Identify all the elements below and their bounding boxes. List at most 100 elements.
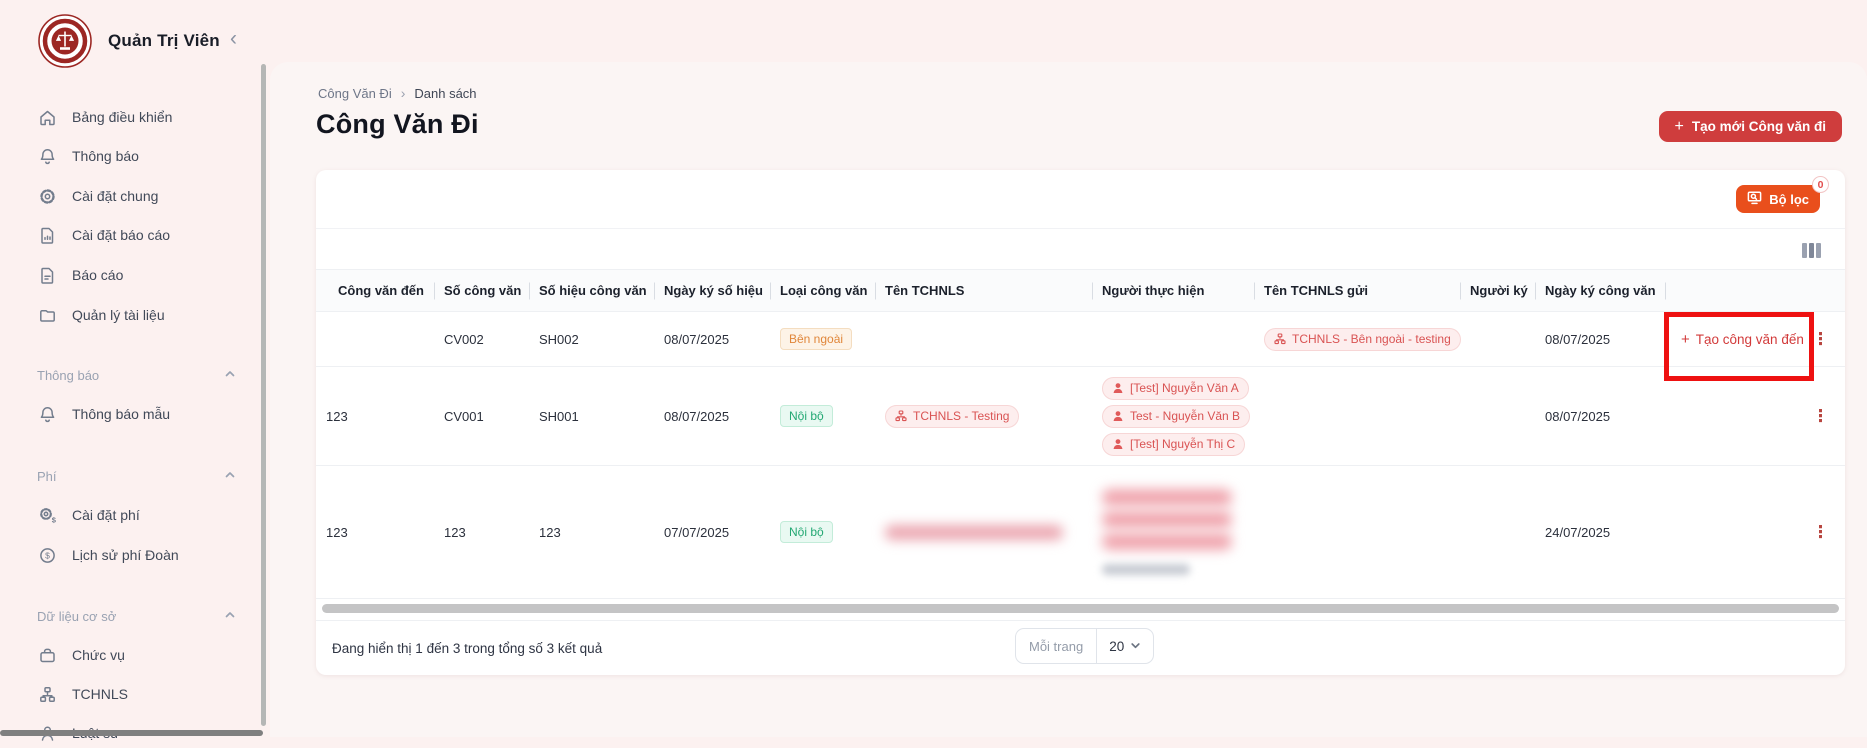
tchnls-chip[interactable]: TCHNLS - Testing [885,404,1020,428]
sidebar-item-label: Cài đặt báo cáo [72,227,171,243]
filter-button[interactable]: Bộ lọc [1736,185,1820,213]
create-incoming-label: Tạo công văn đến [1695,331,1804,347]
cell-so-cong-van: CV002 [444,331,484,347]
bell-icon [38,405,57,424]
breadcrumb-current: Danh sách [414,85,477,101]
person-chip[interactable]: [Test] Nguyễn Thị C [1102,432,1246,456]
report-icon [38,266,57,285]
sidebar-item-dashboard[interactable]: Bảng điều khiển [0,102,262,132]
cell-ngay-ky-so-hieu: 08/07/2025 [664,408,730,424]
create-outgoing-document-button[interactable]: + Tạo mới Công văn đi [1658,111,1842,142]
table-row[interactable]: 123 CV001 SH001 08/07/2025 Nội bộ TCHNLS… [316,367,1845,466]
sidebar-item-label: Bảng điều khiển [72,109,173,125]
row-menu-kebab-icon[interactable]: ⋮ [1812,522,1829,542]
sidebar-item-label: Cài đặt chung [72,188,159,204]
gear-icon [38,187,57,206]
breadcrumb-parent[interactable]: Công Văn Đi [318,85,392,101]
report-settings-icon [38,226,57,245]
cell-actions: + Tạo công văn đến [1665,331,1845,348]
column-header[interactable]: Số công văn [434,283,529,298]
sidebar-collapse-icon[interactable]: ‹ [230,27,237,50]
plus-icon: + [1681,330,1690,348]
sidebar-item-label: Thông báo mẫu [72,406,171,422]
column-header[interactable]: Người thực hiện [1092,283,1254,298]
bell-icon [38,147,57,166]
sidebar-vertical-scrollbar[interactable] [261,64,266,726]
cell-ten-tchnls-redacted [875,524,1092,540]
person-chip[interactable]: Test - Nguyễn Văn B [1102,404,1251,428]
sidebar-section-label: Dữ liệu cơ sở [37,608,117,624]
svg-text:$: $ [52,515,57,524]
column-settings-icon[interactable] [1802,243,1821,258]
redacted-chip [1102,533,1232,550]
cell-so-cong-van: CV001 [444,408,484,424]
sidebar-item-reports[interactable]: Báo cáo [0,260,262,290]
column-header[interactable]: Tên TCHNLS [875,283,1092,298]
cell-loai-cong-van: Nội bộ [770,521,875,543]
cell-ngay-ky-cong-van: 24/07/2025 [1545,524,1611,540]
per-page-select[interactable]: 20 [1097,629,1153,663]
per-page-control: Mỗi trang 20 [1015,628,1155,664]
sidebar-item-general-settings[interactable]: Cài đặt chung [0,181,262,211]
column-header[interactable]: Ngày ký số hiệu [654,283,770,298]
filter-count-badge: 0 [1812,176,1829,193]
row-menu-kebab-icon[interactable]: ⋮ [1812,406,1829,426]
cell-so-cong-van: 123 [444,524,466,540]
sidebar-item-tchnls[interactable]: TCHNLS [0,679,262,709]
table-row[interactable]: CV002 SH002 08/07/2025 Bên ngoài TCHNLS … [316,312,1845,367]
column-header[interactable]: Người ký [1460,283,1535,298]
sidebar-section-master-data[interactable]: Dữ liệu cơ sở [0,604,262,628]
sidebar-item-label: Quản lý tài liệu [72,307,165,323]
sidebar-item-report-settings[interactable]: Cài đặt báo cáo [0,220,262,250]
chevron-down-icon [1130,639,1141,654]
column-header[interactable]: Ngày ký công văn [1535,283,1665,298]
cell-so-hieu: SH001 [539,408,579,424]
page-title: Công Văn Đi [316,109,479,139]
type-badge-internal: Nội bộ [780,521,833,543]
tchnls-chip[interactable]: TCHNLS - Bên ngoài - testing [1264,327,1461,351]
breadcrumb: Công Văn Đi › Danh sách [318,85,477,101]
cell-cong-van-den: 123 [326,524,348,540]
svg-text:$: $ [45,550,50,560]
brand-logo-icon [38,14,92,68]
redacted-chip [1102,511,1232,528]
create-incoming-document-link[interactable]: + Tạo công văn đến [1665,331,1845,348]
column-header[interactable]: Công văn đến [338,283,424,298]
person-chip[interactable]: [Test] Nguyễn Văn A [1102,376,1249,400]
type-badge-internal: Nội bộ [780,405,833,427]
sidebar: Quản Trị Viên ‹ Bảng điều khiển Thông bá… [0,0,270,741]
sidebar-item-document-management[interactable]: Quản lý tài liệu [0,300,262,330]
create-button-label: Tạo mới Công văn đi [1691,119,1826,134]
redacted-text [1102,564,1190,575]
sidebar-item-label: Cài đặt phí [72,507,140,523]
type-badge-external: Bên ngoài [780,328,853,350]
cell-loai-cong-van: Nội bộ [770,405,875,427]
column-header[interactable]: Số hiệu công văn [529,283,654,298]
chevron-up-icon [224,368,236,383]
sidebar-item-notification-templates[interactable]: Thông báo mẫu [0,399,262,429]
per-page-value: 20 [1109,638,1125,654]
sidebar-item-positions[interactable]: Chức vụ [0,640,262,670]
plus-icon: + [1674,117,1684,135]
sidebar-item-fee-history[interactable]: $ Lịch sử phí Đoàn [0,540,262,570]
results-summary: Đang hiển thị 1 đến 3 trong tổng số 3 kế… [332,640,603,656]
cell-ngay-ky-cong-van: 08/07/2025 [1545,331,1611,347]
dollar-circle-icon: $ [38,546,57,565]
table-horizontal-scrollbar[interactable] [322,604,1839,613]
column-header[interactable]: Loại công văn [770,283,875,298]
row-menu-kebab-icon[interactable]: ⋮ [1812,329,1829,349]
breadcrumb-separator-icon: › [400,85,406,101]
fee-settings-icon: $ [38,506,57,525]
table-row[interactable]: 123 123 123 07/07/2025 Nội bộ 24/07/2025… [316,466,1845,599]
sidebar-item-fee-settings[interactable]: $ Cài đặt phí [0,500,262,530]
folder-icon [38,306,57,325]
sidebar-item-notifications[interactable]: Thông báo [0,141,262,171]
sidebar-horizontal-scrollbar[interactable] [0,730,263,736]
cell-nguoi-thuc-hien: [Test] Nguyễn Văn A Test - Nguyễn Văn B … [1092,376,1254,456]
tchnls-chip-label: TCHNLS - Testing [913,409,1010,423]
sidebar-section-notifications[interactable]: Thông báo [0,363,262,387]
column-header[interactable]: Tên TCHNLS gửi [1254,283,1460,298]
table-header-row: Công văn đến Số công văn Số hiệu công vă… [316,269,1845,312]
cell-nguoi-thuc-hien-redacted [1092,489,1254,575]
sidebar-section-fees[interactable]: Phí [0,464,262,488]
